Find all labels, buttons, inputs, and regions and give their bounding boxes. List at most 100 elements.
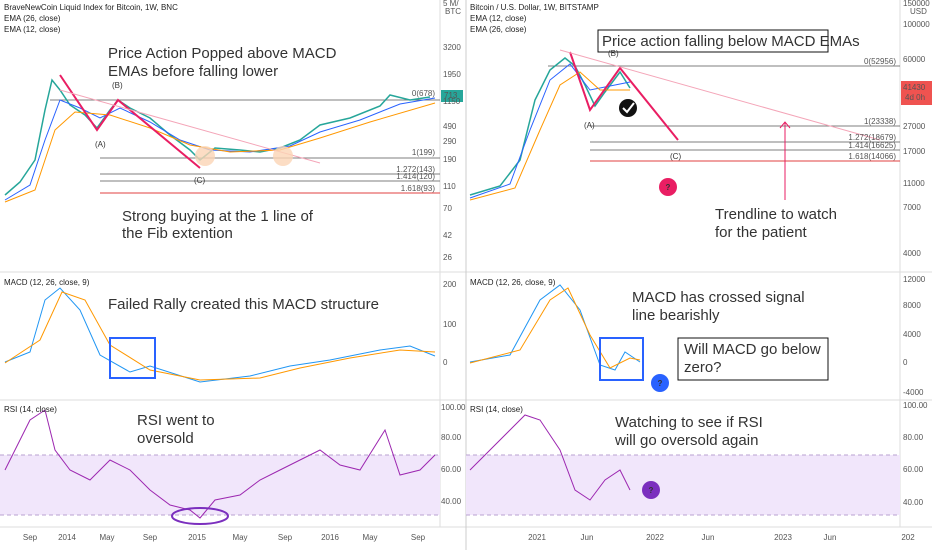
wave-label: (B) <box>112 81 123 90</box>
pane-title: RSI (14, close) <box>470 405 523 414</box>
annotation: zero? <box>684 359 722 376</box>
annotation: Price Action Popped above MACD <box>108 45 337 62</box>
annotation: will go oversold again <box>614 432 758 449</box>
rsi-label: 60.00 <box>441 465 462 474</box>
price-badge: 4d 0h <box>905 93 925 102</box>
time-label: Jun <box>824 533 837 542</box>
time-label: Sep <box>411 533 426 542</box>
time-label: Sep <box>143 533 158 542</box>
fib-label: 1.618(93) <box>401 184 436 193</box>
wave-label: (C) <box>194 176 205 185</box>
rsi-label: 80.00 <box>903 433 924 442</box>
time-label: 2021 <box>528 533 546 542</box>
annotation: RSI went to <box>137 412 215 429</box>
price-label: 3200 <box>443 43 461 52</box>
annotation: line bearishly <box>632 307 720 324</box>
fib-label: 1.414(16625) <box>848 141 896 150</box>
question-icon: ? <box>658 379 663 388</box>
fib-label: 0(678) <box>412 89 435 98</box>
annotation: for the patient <box>715 224 808 241</box>
price-label: 1950 <box>443 70 461 79</box>
header: EMA (26, close) <box>470 25 527 34</box>
macd-label: 12000 <box>903 275 926 284</box>
macd-label: 100 <box>443 320 457 329</box>
time-label: 202 <box>901 533 915 542</box>
price-label: 11000 <box>903 179 925 188</box>
macd-label: 200 <box>443 280 457 289</box>
annotation: Watching to see if RSI <box>615 414 763 431</box>
rsi-label: 60.00 <box>903 465 924 474</box>
fib-label: 1.618(14066) <box>848 152 896 161</box>
price-label: 60000 <box>903 55 926 64</box>
fib-label: 1(23338) <box>864 117 896 126</box>
time-label: 2016 <box>321 533 339 542</box>
annotation: Will MACD go below <box>684 341 821 358</box>
time-label: 2023 <box>774 533 792 542</box>
price-label: 27000 <box>903 122 926 131</box>
time-label: May <box>362 533 377 542</box>
pane-title: MACD (12, 26, close, 9) <box>4 278 90 287</box>
wave-label: (B) <box>608 49 619 58</box>
macd-label: 0 <box>903 358 908 367</box>
price-label: 150000 <box>903 0 930 8</box>
time-label: Sep <box>278 533 293 542</box>
annotation: MACD has crossed signal <box>632 289 805 306</box>
pane-title: RSI (14, close) <box>4 405 57 414</box>
fib-label: 1.272(143) <box>396 165 435 174</box>
pane-title: MACD (12, 26, close, 9) <box>470 278 556 287</box>
rsi-label: 80.00 <box>441 433 462 442</box>
rsi-label: 40.00 <box>441 497 462 506</box>
rsi-label: 100.00 <box>903 401 928 410</box>
time-label: 2014 <box>58 533 76 542</box>
wave-label: (A) <box>95 140 106 149</box>
time-label: Jun <box>702 533 715 542</box>
annotation: Price action falling below MACD EMAs <box>602 33 860 50</box>
header: BraveNewCoin Liquid Index for Bitcoin, 1… <box>4 3 178 12</box>
question-icon: ? <box>649 486 654 495</box>
rsi-label: 100.00 <box>441 403 466 412</box>
price-label: 490 <box>443 122 457 131</box>
macd-label: -4000 <box>903 388 924 397</box>
macd-label: 0 <box>443 358 448 367</box>
annotation: the Fib extention <box>122 225 233 242</box>
price-label: 70 <box>443 204 452 213</box>
fib-label: 0(52956) <box>864 57 896 66</box>
annotation: Failed Rally created this MACD structure <box>108 296 379 313</box>
price-label: 290 <box>443 137 457 146</box>
time-label: 2022 <box>646 533 664 542</box>
axis-unit: 5 M/ <box>443 0 459 8</box>
price-label: 190 <box>443 155 457 164</box>
axis-unit: USD <box>910 7 927 16</box>
time-label: Sep <box>23 533 38 542</box>
header: EMA (12, close) <box>4 25 61 34</box>
fib-label: 1.272(18679) <box>848 133 896 142</box>
fib-label: 1.414(120) <box>396 172 435 181</box>
time-label: May <box>99 533 114 542</box>
header: EMA (12, close) <box>470 14 527 23</box>
annotation: Strong buying at the 1 line of <box>122 208 314 225</box>
macd-label: 4000 <box>903 330 921 339</box>
price-label: 1150 <box>443 97 461 106</box>
axis-unit: BTC <box>445 7 461 16</box>
wave-label: (C) <box>670 152 681 161</box>
price-label: 7000 <box>903 203 921 212</box>
price-label: 4000 <box>903 249 921 258</box>
macd-label: 8000 <box>903 301 921 310</box>
price-label: 110 <box>443 182 456 191</box>
annotation: EMAs before falling lower <box>108 63 278 80</box>
question-icon: ? <box>666 183 671 192</box>
price-label: 100000 <box>903 20 930 29</box>
header: Bitcoin / U.S. Dollar, 1W, BITSTAMP <box>470 3 599 12</box>
time-label: May <box>232 533 247 542</box>
fib-label: 1(199) <box>412 148 435 157</box>
price-badge: 41430 <box>903 83 926 92</box>
price-badge: 713 <box>444 91 458 100</box>
header: EMA (26, close) <box>4 14 61 23</box>
time-label: Jun <box>581 533 594 542</box>
rsi-label: 40.00 <box>903 498 924 507</box>
annotation: Trendline to watch <box>715 206 837 223</box>
price-label: 17000 <box>903 147 926 156</box>
annotation: oversold <box>137 430 194 447</box>
